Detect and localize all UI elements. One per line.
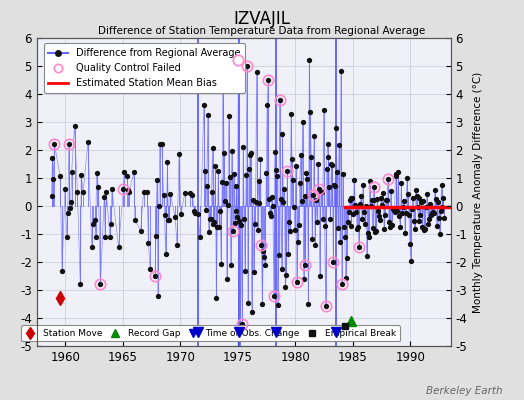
Legend: Station Move, Record Gap, Time of Obs. Change, Empirical Break: Station Move, Record Gap, Time of Obs. C… <box>21 325 400 342</box>
Text: Difference of Station Temperature Data from Regional Average: Difference of Station Temperature Data f… <box>99 26 425 36</box>
Text: Berkeley Earth: Berkeley Earth <box>427 386 503 396</box>
Y-axis label: Monthly Temperature Anomaly Difference (°C): Monthly Temperature Anomaly Difference (… <box>473 71 483 313</box>
Text: IZVAJIL: IZVAJIL <box>234 10 290 28</box>
